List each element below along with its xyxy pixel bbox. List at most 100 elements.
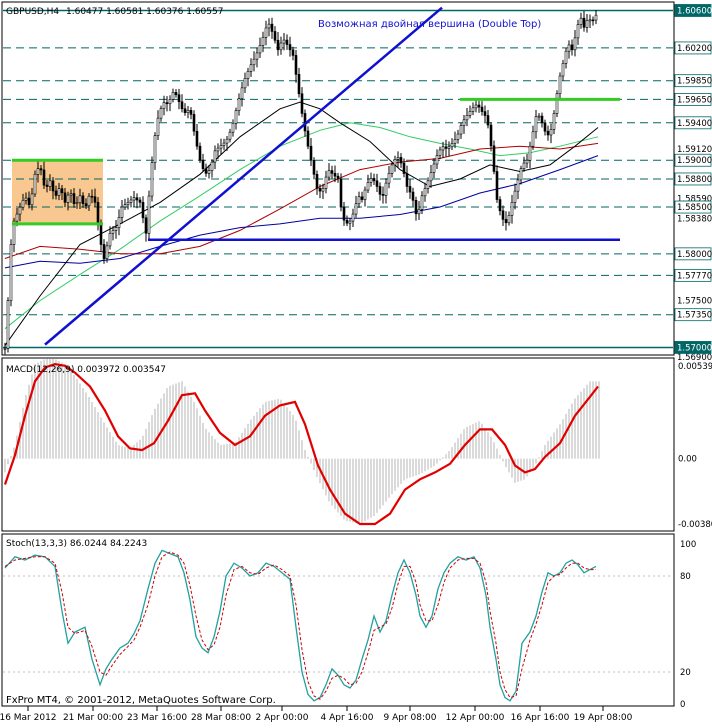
candle-body (435, 155, 439, 165)
candle-body (483, 111, 487, 116)
axis-layer: 1.60600 1.60200 1.59850 1.59650 1.59400 1.591… (0, 4, 712, 723)
candle-body (240, 87, 244, 99)
candle-body (588, 19, 592, 22)
candle-body (450, 143, 454, 148)
price-layer (3, 6, 673, 355)
candle-body (522, 162, 526, 169)
consolidation-box (12, 160, 103, 224)
candle-body (528, 145, 532, 161)
candle-body (213, 150, 217, 163)
candle-body (513, 190, 517, 203)
candle-body (504, 219, 508, 224)
candle-body (3, 348, 7, 350)
candle-body (99, 224, 103, 245)
candle-body (312, 159, 316, 175)
candle-body (336, 175, 340, 180)
candle-body (585, 20, 589, 28)
candle-body (144, 217, 148, 234)
price-tick-label: 1.59650 (677, 95, 712, 105)
candle-body (6, 300, 10, 349)
candle-body (315, 173, 319, 189)
candle-body (153, 135, 157, 163)
candle-body (201, 159, 205, 169)
candle-body (225, 138, 229, 144)
candle-body (477, 104, 481, 108)
price-tick-label: 1.58000 (677, 250, 712, 260)
candle-body (90, 195, 94, 198)
candle-body (546, 130, 550, 136)
candle-body (9, 244, 13, 301)
price-tick-box (674, 74, 712, 88)
candle-body (36, 168, 40, 175)
candle-body (15, 213, 19, 222)
candle-body (237, 98, 241, 111)
candle-body (183, 108, 187, 113)
candle-body (297, 74, 301, 95)
stoch-tick-label: 20 (680, 668, 691, 678)
candle-body (321, 188, 325, 192)
candle-body (246, 71, 250, 79)
candle-body (108, 232, 112, 247)
candle-body (570, 44, 574, 51)
candle-body (81, 195, 85, 204)
candle-body (405, 173, 409, 187)
candle-body (444, 146, 448, 149)
candle-body (456, 133, 460, 140)
candle-body (306, 130, 310, 147)
candle-body (375, 180, 379, 187)
candle-body (39, 168, 43, 171)
candle-body (12, 220, 16, 245)
candle-body (345, 219, 349, 224)
stoch-layer (3, 549, 673, 702)
candle-body (255, 52, 259, 60)
candle-body (561, 63, 565, 77)
macd-tick-label: 0.00539 (678, 362, 712, 372)
candle-body (417, 208, 421, 215)
candle-body (300, 93, 304, 114)
candle-body (384, 182, 388, 196)
candle-body (453, 139, 457, 144)
candle-body (27, 197, 31, 206)
candle-body (114, 227, 118, 231)
candle-body (366, 182, 370, 191)
candle-body (72, 193, 76, 204)
price-tick-box (674, 172, 712, 186)
candle-body (63, 192, 67, 203)
candle-body (558, 75, 562, 94)
candle-body (189, 110, 193, 115)
candle-body (30, 193, 34, 206)
x-tick-label: 9 Apr 08:00 (384, 713, 437, 723)
candle-body (234, 110, 238, 124)
candle-body (339, 178, 343, 208)
candle-body (21, 200, 25, 208)
stoch-signal-line (4, 551, 596, 700)
trendline (44, 6, 443, 346)
candle-body (309, 145, 313, 161)
candle-body (519, 168, 523, 181)
stoch-tick-label: 100 (680, 540, 696, 550)
candle-body (204, 168, 208, 174)
candle-body (495, 171, 499, 200)
candle-body (261, 37, 265, 46)
candle-body (120, 206, 124, 218)
candle-body (186, 110, 190, 113)
candle-body (168, 99, 172, 105)
candle-body (468, 111, 472, 116)
candle-body (210, 161, 214, 171)
candle-body (84, 203, 88, 207)
candle-body (78, 195, 82, 203)
candle-body (111, 230, 115, 234)
candle-body (159, 108, 163, 119)
candle-body (402, 162, 406, 174)
candle-body (126, 202, 130, 206)
candle-body (102, 244, 106, 259)
candle-body (333, 173, 337, 177)
candle-body (54, 190, 58, 196)
candle-body (408, 186, 412, 193)
candle-body (258, 45, 262, 54)
candle-body (480, 106, 484, 112)
candle-body (150, 162, 154, 197)
candle-body (348, 220, 352, 224)
ma-red-line (4, 142, 599, 259)
candle-body (177, 94, 181, 103)
